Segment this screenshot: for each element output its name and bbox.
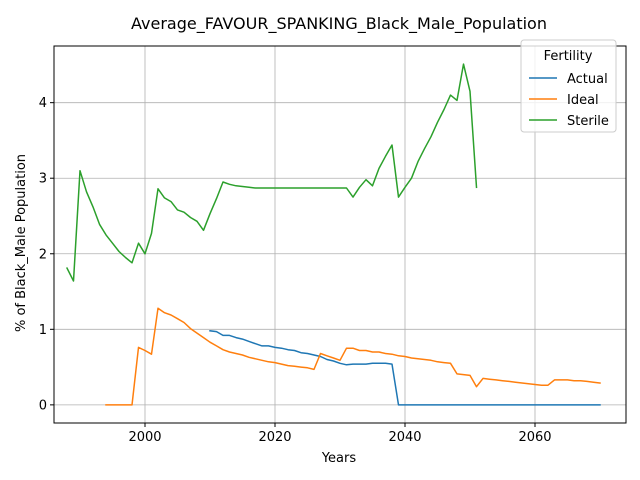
y-axis-label: % of Black_Male Population: [14, 154, 29, 332]
legend-label-sterile: Sterile: [567, 114, 609, 129]
legend: Fertility Actual Ideal Sterile: [520, 39, 617, 133]
series-line-ideal: [105, 307, 601, 406]
y-tick-label: 0: [39, 398, 47, 413]
legend-label-ideal: Ideal: [567, 93, 599, 108]
x-tick-label: 2000: [128, 430, 161, 445]
series-line-actual: [209, 329, 601, 406]
legend-items: Actual Ideal Sterile: [529, 72, 609, 129]
x-tick-label: 2040: [388, 430, 421, 445]
x-tick-label: 2060: [518, 430, 551, 445]
x-tick-label: 2020: [258, 430, 291, 445]
x-axis-ticks: 2000 2020 2040 2060: [128, 423, 552, 445]
legend-title: Fertility: [544, 49, 593, 64]
y-tick-label: 4: [39, 96, 47, 111]
plot-frame: [53, 45, 627, 424]
legend-label-actual: Actual: [567, 72, 608, 87]
y-tick-label: 1: [39, 323, 47, 338]
y-tick-label: 2: [39, 247, 47, 262]
y-tick-label: 3: [39, 172, 47, 187]
y-axis-ticks: 0 1 2 3 4: [39, 96, 54, 413]
x-axis-label: Years: [321, 451, 357, 466]
legend-box: [520, 39, 617, 133]
series-line-sterile: [65, 63, 478, 282]
chart-title: Average_FAVOUR_SPANKING_Black_Male_Popul…: [131, 14, 547, 34]
series-layer: [65, 63, 601, 406]
